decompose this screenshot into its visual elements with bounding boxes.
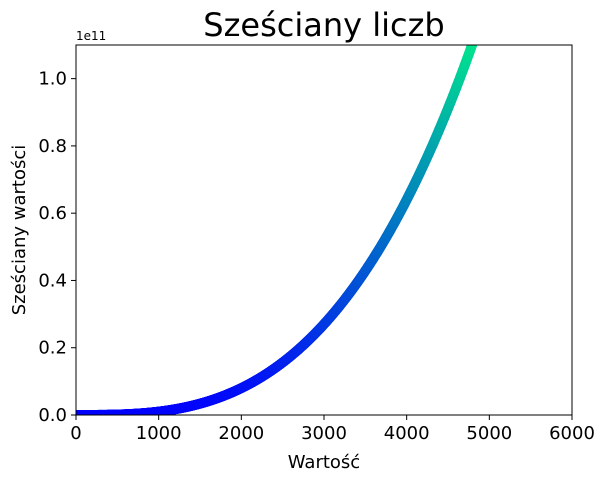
data-point (473, 23, 483, 33)
y-tick-label: 0.8 (38, 136, 67, 157)
x-tick-label: 3000 (301, 423, 347, 444)
data-point (472, 27, 482, 37)
x-axis-ticks: 0 1000 2000 3000 4000 5000 6000 (70, 415, 595, 444)
x-tick-label: 2000 (218, 423, 264, 444)
chart-title: Sześciany liczb (203, 6, 444, 44)
data-point (470, 30, 480, 40)
x-axis-label: Wartość (288, 452, 360, 473)
data-point (472, 26, 482, 36)
data-point (473, 25, 483, 35)
data-point (471, 45, 476, 46)
data-point (473, 22, 483, 32)
data-point (471, 30, 481, 40)
data-point (470, 31, 480, 41)
y-axis-label: Sześciany wartości (9, 145, 30, 316)
x-tick-label: 4000 (384, 423, 430, 444)
data-point (472, 25, 482, 35)
data-point (469, 34, 479, 44)
y-tick-label: 0.6 (38, 203, 67, 224)
y-offset-label: 1e11 (76, 29, 106, 43)
x-tick-label: 5000 (466, 423, 512, 444)
data-point (473, 24, 483, 34)
data-point (469, 35, 479, 45)
x-tick-label: 6000 (549, 423, 595, 444)
y-tick-label: 0.0 (38, 405, 67, 426)
y-tick-label: 0.2 (38, 338, 67, 359)
x-tick-label: 1000 (136, 423, 182, 444)
data-point (470, 32, 480, 42)
plot-frame (75, 44, 573, 416)
data-point (470, 33, 480, 43)
y-axis-ticks: 0.0 0.2 0.4 0.6 0.8 1.0 (38, 69, 76, 426)
data-series (76, 22, 483, 415)
y-tick-label: 0.4 (38, 270, 67, 291)
data-point (471, 28, 481, 38)
y-tick-label: 1.0 (38, 69, 67, 90)
data-point (471, 29, 481, 39)
x-tick-label: 0 (70, 423, 81, 444)
